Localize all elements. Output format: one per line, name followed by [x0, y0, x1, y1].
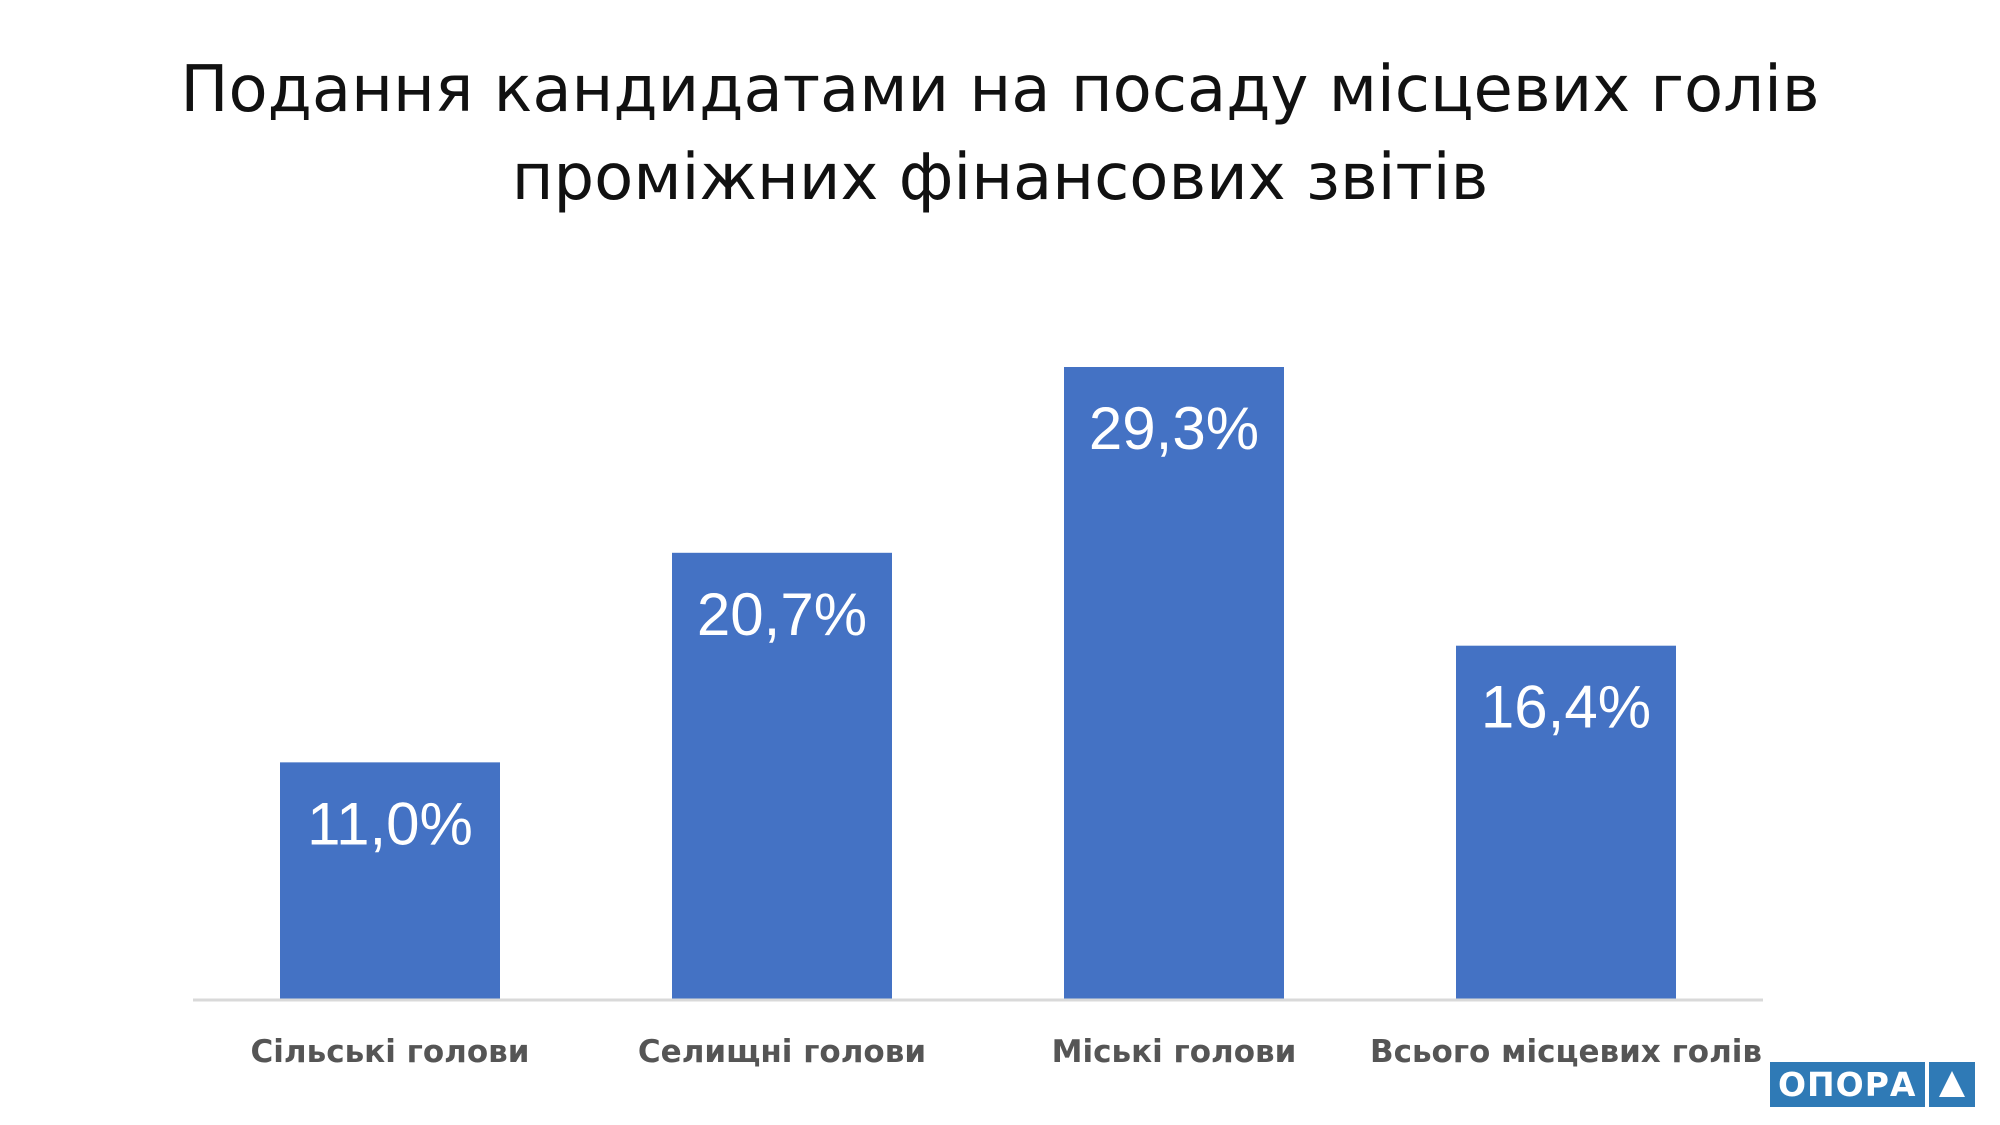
- bars-group: [280, 367, 1676, 1000]
- chart-title: Подання кандидатами на посаду місцевих г…: [0, 46, 2000, 222]
- category-label-2: Селищні голови: [638, 1034, 926, 1070]
- data-label-4: 16,4%: [1481, 674, 1651, 741]
- chart-title-line-1: Подання кандидатами на посаду місцевих г…: [180, 53, 1820, 127]
- bar-2: [672, 552, 892, 1000]
- category-label-3: Міські голови: [1052, 1034, 1297, 1070]
- triangle-icon: [1929, 1062, 1976, 1107]
- logo-text: ОПОРА: [1770, 1062, 1926, 1107]
- data-label-1: 11,0%: [307, 790, 473, 857]
- data-label-3: 29,3%: [1089, 395, 1259, 462]
- bar-3: [1064, 367, 1284, 1000]
- labels-group: 11,0% Сільські голови 20,7% Селищні голови 2…: [251, 395, 1763, 1070]
- bar-4: [1456, 645, 1676, 1000]
- data-label-2: 20,7%: [697, 581, 867, 648]
- category-label-4: Всього місцевих голів: [1370, 1034, 1762, 1070]
- opora-logo: ОПОРА: [1770, 1062, 1976, 1107]
- bar-1: [280, 762, 500, 1000]
- chart-title-line-2: проміжних фінансових звітів: [511, 141, 1489, 215]
- category-label-1: Сільські голови: [251, 1034, 530, 1070]
